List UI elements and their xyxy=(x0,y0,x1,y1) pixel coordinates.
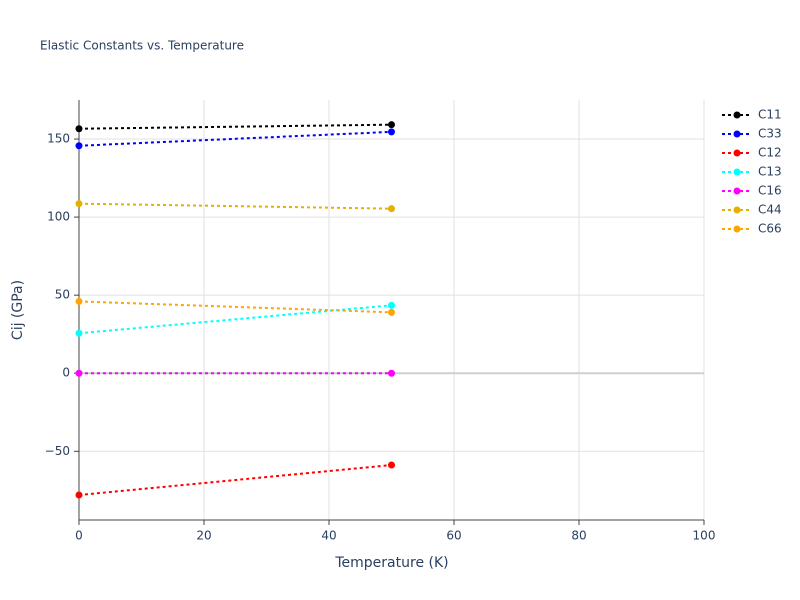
legend-label: C16 xyxy=(758,184,782,198)
series-line xyxy=(78,202,392,210)
series-line xyxy=(78,130,392,147)
legend-label: C33 xyxy=(758,127,782,141)
point xyxy=(388,121,395,129)
point xyxy=(388,369,395,377)
point xyxy=(75,491,83,499)
point xyxy=(388,308,395,316)
y-tick-label: 150 xyxy=(47,132,70,146)
legend-label: C13 xyxy=(758,165,782,179)
x-tick-label: 60 xyxy=(446,529,461,543)
y-axis-title: Cij (GPa) xyxy=(10,280,26,340)
point xyxy=(388,128,395,136)
point xyxy=(75,369,83,377)
point xyxy=(75,142,83,150)
y-tick-label: −50 xyxy=(45,444,70,458)
point xyxy=(75,200,83,208)
legend-marker xyxy=(733,130,741,138)
series-line xyxy=(78,300,392,314)
y-tick-label: 100 xyxy=(47,210,70,224)
chart-title: Elastic Constants vs. Temperature xyxy=(40,39,244,53)
series-line xyxy=(78,304,392,335)
x-tick-label: 100 xyxy=(693,529,716,543)
legend-marker xyxy=(733,225,741,233)
legend-label: C66 xyxy=(758,222,782,236)
legend-marker xyxy=(733,187,741,195)
legend-marker xyxy=(733,206,741,214)
x-tick-label: 80 xyxy=(571,529,586,543)
series-line xyxy=(78,464,392,497)
series-line xyxy=(78,123,392,130)
legend-label: C44 xyxy=(758,203,782,217)
point xyxy=(388,461,395,469)
x-tick-label: 20 xyxy=(196,529,211,543)
legend-label: C11 xyxy=(758,108,782,122)
legend-label: C12 xyxy=(758,146,782,160)
y-tick-label: 0 xyxy=(62,366,70,380)
legend-marker xyxy=(733,149,741,157)
point xyxy=(388,205,395,213)
point xyxy=(75,297,83,305)
x-tick-label: 0 xyxy=(75,529,83,543)
point xyxy=(75,125,83,133)
legend-marker xyxy=(733,111,741,119)
point xyxy=(75,329,83,337)
x-axis-title: Temperature (K) xyxy=(334,555,448,571)
point xyxy=(388,301,395,309)
legend-marker xyxy=(733,168,741,176)
y-tick-label: 50 xyxy=(55,288,70,302)
x-tick-label: 40 xyxy=(321,529,336,543)
